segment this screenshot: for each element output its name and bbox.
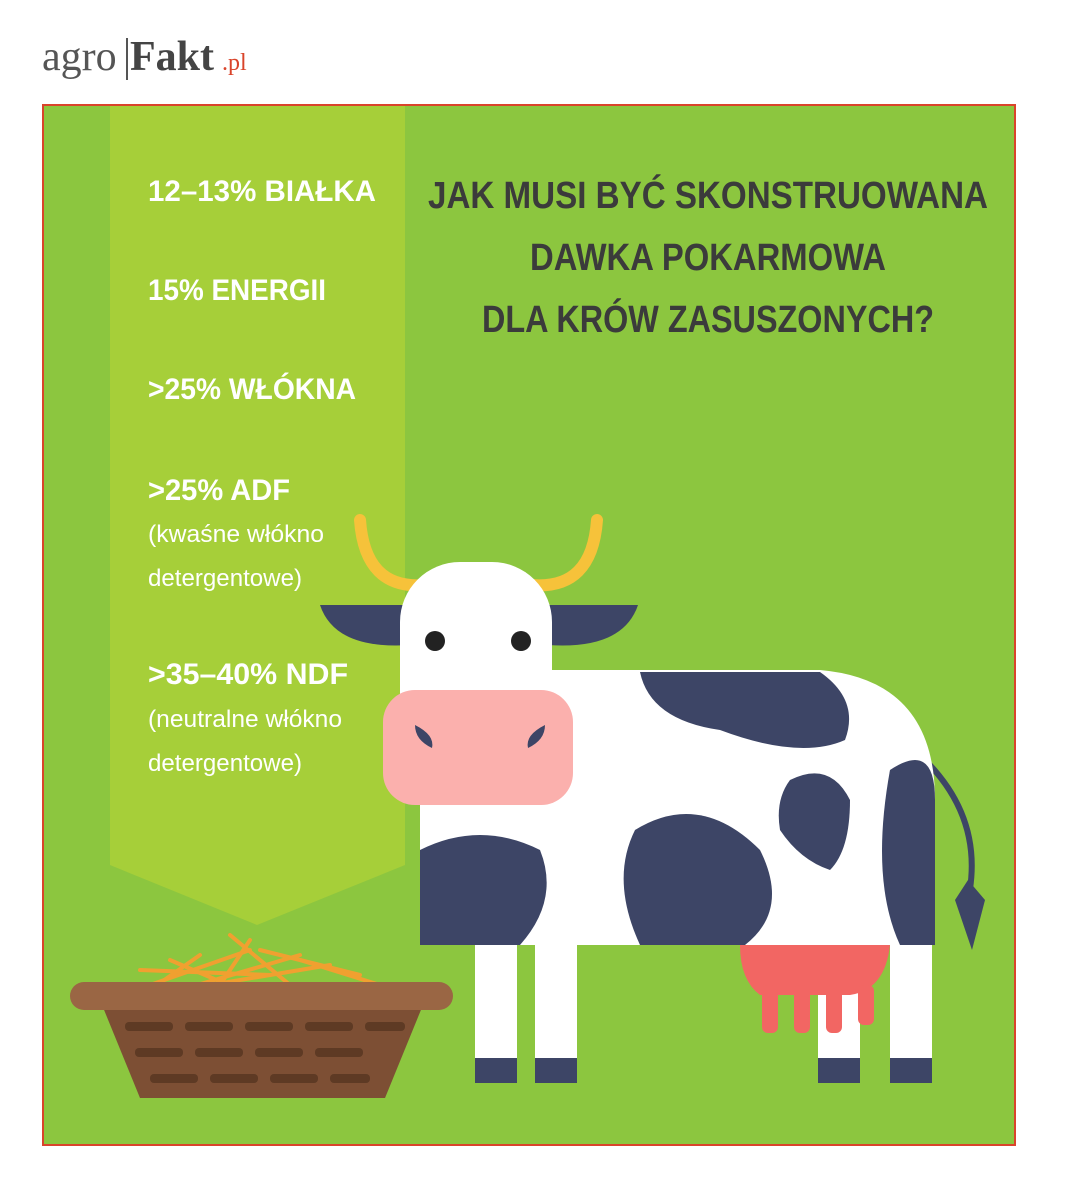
logo-domain: .pl — [222, 50, 247, 76]
title-line: DAWKA POKARMOWA — [530, 237, 886, 279]
item-note: detergentowe) — [148, 750, 302, 777]
title-line: JAK MUSI BYĆ SKONSTRUOWANA — [428, 173, 988, 217]
cow — [320, 514, 985, 1083]
hay-basket — [70, 933, 453, 1098]
info-panel — [110, 106, 405, 925]
item-label: >25% ADF — [148, 474, 290, 507]
logo-agro: agro — [42, 34, 117, 80]
item-label: 12–13% BIAŁKA — [148, 175, 376, 208]
item-label: 15% ENERGII — [148, 274, 326, 307]
title-line: DLA KRÓW ZASUSZONYCH? — [482, 297, 934, 341]
item-note: detergentowe) — [148, 565, 302, 592]
item-label: >25% WŁÓKNA — [148, 372, 356, 406]
logo-fakt: Fakt — [130, 34, 214, 80]
item-note: (neutralne włókno — [148, 706, 342, 733]
item-label: >35–40% NDF — [148, 658, 348, 691]
item-note: (kwaśne włókno — [148, 521, 324, 548]
